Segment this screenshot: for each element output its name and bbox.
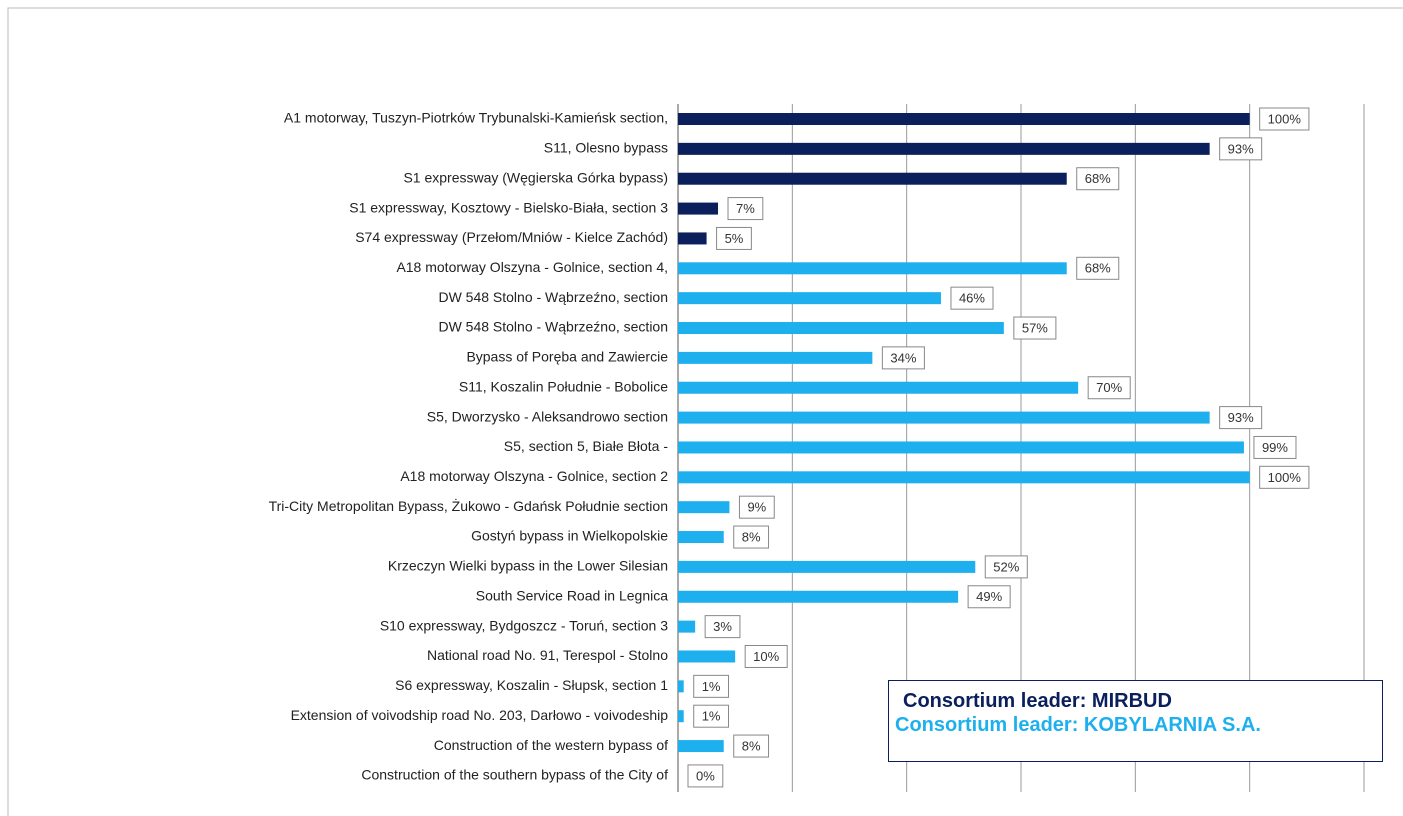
bar — [678, 560, 976, 573]
value-label: 93% — [1228, 141, 1254, 156]
value-label-box — [1219, 137, 1263, 161]
value-label-box — [950, 286, 994, 310]
bar — [678, 441, 1244, 454]
value-label-box — [881, 346, 925, 370]
value-label: 1% — [702, 709, 721, 724]
value-label-box — [1087, 376, 1131, 400]
bar — [678, 113, 1250, 125]
value-label: 100% — [1268, 111, 1302, 126]
category-label: South Service Road in Legnica — [476, 587, 668, 603]
category-label: A1 motorway, Tuszyn-Piotrków Trybunalski… — [284, 110, 668, 126]
value-label: 49% — [976, 589, 1002, 604]
bar — [678, 590, 959, 603]
bar — [678, 351, 873, 364]
value-label-box — [687, 764, 724, 788]
category-label: Gostyń bypass in Wielkopolskie — [471, 528, 668, 544]
value-label: 93% — [1228, 410, 1254, 425]
category-label: S11, Koszalin Południe - Bobolice — [459, 378, 668, 394]
bar — [678, 322, 1004, 335]
value-label: 1% — [702, 679, 721, 694]
value-label-box — [733, 525, 770, 549]
value-label: 3% — [713, 619, 732, 634]
category-label: Extension of voivodship road No. 203, Da… — [291, 707, 669, 723]
value-label: 68% — [1085, 171, 1111, 186]
value-label: 46% — [959, 291, 985, 306]
category-label: Construction of the southern bypass of t… — [361, 767, 668, 783]
bar — [678, 381, 1079, 394]
category-label: S74 expressway (Przełom/Mniów - Kielce Z… — [355, 229, 668, 245]
value-label: 8% — [742, 529, 761, 544]
bar — [678, 262, 1067, 275]
value-label-box — [984, 555, 1028, 579]
value-label-box — [738, 495, 775, 519]
category-label: National road No. 91, Terespol - Stolno — [427, 647, 668, 663]
category-label: Krzeczyn Wielki bypass in the Lower Sile… — [388, 558, 668, 574]
value-label-box — [693, 674, 730, 698]
bar — [678, 411, 1210, 424]
value-label-box — [1013, 316, 1057, 340]
value-label: 70% — [1096, 380, 1122, 395]
bar — [678, 232, 707, 245]
bar — [678, 710, 684, 723]
category-label: DW 548 Stolno - Wąbrzeźno, section — [438, 289, 668, 305]
value-label-box — [1076, 167, 1120, 191]
category-label: S5, Dworzysko - Aleksandrowo section — [427, 408, 668, 424]
value-label-box — [733, 734, 770, 758]
bar — [678, 620, 696, 633]
value-label: 100% — [1268, 470, 1302, 485]
value-label: 5% — [725, 231, 744, 246]
value-label-box — [744, 644, 788, 668]
value-label: 52% — [993, 559, 1019, 574]
frame — [7, 7, 1403, 816]
value-label: 9% — [747, 500, 766, 515]
bar — [678, 740, 724, 753]
value-label-box — [716, 226, 752, 250]
bar — [678, 172, 1067, 185]
category-label: DW 548 Stolno - Wąbrzeźno, section — [438, 319, 668, 335]
category-label: A18 motorway Olszyna - Golnice, section … — [396, 259, 668, 275]
category-label: Tri-City Metropolitan Bypass, Żukowo - G… — [269, 497, 668, 514]
value-label: 8% — [742, 738, 761, 753]
value-label-box — [967, 585, 1011, 609]
legend-entry: Consortium leader: KOBYLARNIA S.A. — [895, 714, 1261, 736]
bar — [678, 471, 1250, 484]
category-label: S11, Olesno bypass — [544, 140, 668, 156]
value-label: 57% — [1022, 320, 1048, 335]
value-label: 34% — [890, 350, 916, 365]
value-label-box — [1253, 435, 1297, 459]
value-label-box — [704, 615, 741, 639]
value-label: 7% — [736, 201, 755, 216]
category-label: S6 expressway, Koszalin - Słupsk, sectio… — [395, 677, 668, 693]
bar — [678, 650, 736, 663]
legend-entry: Consortium leader: MIRBUD — [903, 690, 1172, 712]
value-label: 68% — [1085, 261, 1111, 276]
category-label: Bypass of Poręba and Zawiercie — [466, 349, 668, 365]
bar — [678, 531, 724, 544]
value-label-box — [1259, 107, 1310, 131]
value-label-box — [727, 197, 764, 221]
bar — [678, 501, 730, 514]
category-label: Construction of the western bypass of — [434, 737, 668, 753]
legend: Consortium leader: MIRBUD Consortium lead… — [888, 680, 1383, 762]
bar — [678, 142, 1210, 155]
category-label: S1 expressway (Węgierska Górka bypass) — [403, 169, 668, 185]
value-label: 10% — [753, 649, 779, 664]
category-label: S1 expressway, Kosztowy - Bielsko-Biała,… — [349, 199, 668, 215]
bar — [678, 292, 941, 305]
value-label-box — [1259, 465, 1310, 489]
value-label: 0% — [696, 768, 715, 783]
value-label-box — [1219, 406, 1263, 430]
category-label: S10 expressway, Bydgoszcz - Toruń, secti… — [380, 617, 668, 633]
category-label: S5, section 5, Białe Błota - — [504, 438, 669, 454]
bar — [678, 202, 719, 215]
bar — [678, 680, 684, 693]
category-label: A18 motorway Olszyna - Golnice, section … — [400, 468, 668, 484]
value-label-box — [693, 704, 730, 728]
value-label-box — [1076, 256, 1120, 280]
value-label: 99% — [1262, 440, 1288, 455]
